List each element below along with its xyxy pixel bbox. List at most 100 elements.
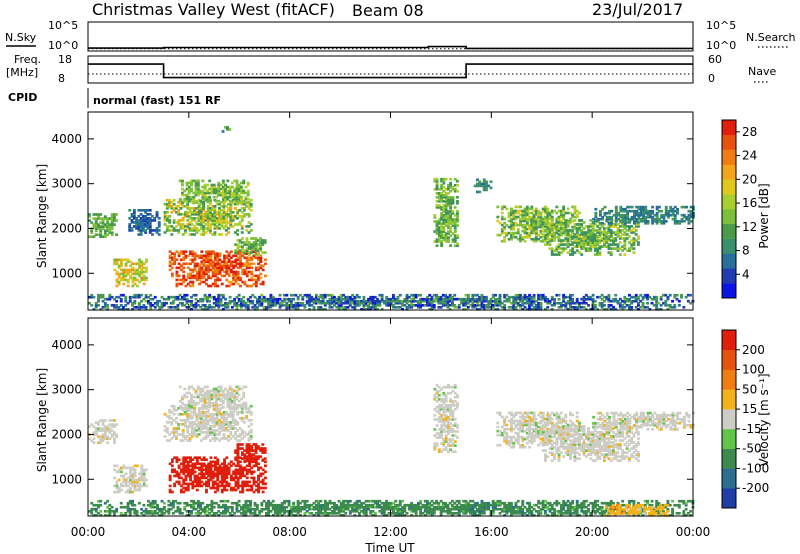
heatmap-cell: [206, 225, 210, 228]
heatmap-cell: [339, 301, 343, 305]
heatmap-cell: [206, 397, 209, 401]
heatmap-cell: [215, 297, 218, 301]
heatmap-cell: [148, 209, 152, 212]
heatmap-cell: [301, 295, 305, 299]
heatmap-cell: [184, 250, 188, 254]
heatmap-cell: [440, 230, 444, 233]
heatmap-cell: [211, 417, 215, 420]
heatmap-cell: [255, 308, 259, 311]
heatmap-cell: [203, 306, 207, 309]
heatmap-cell: [177, 262, 181, 266]
heatmap-cell: [653, 213, 657, 217]
heatmap-cell: [528, 293, 531, 297]
heatmap-cell: [224, 301, 227, 305]
heatmap-cell: [523, 239, 527, 243]
heatmap-cell: [202, 233, 206, 236]
heatmap-cell: [236, 482, 240, 486]
heatmap-cell: [195, 270, 199, 274]
heatmap-cell: [209, 217, 212, 220]
heatmap-cell: [447, 214, 450, 217]
heatmap-cell: [516, 231, 520, 235]
heatmap-cell: [191, 254, 195, 258]
heatmap-cell: [206, 199, 209, 203]
heatmap-cell: [218, 423, 221, 426]
heatmap-cell: [189, 458, 192, 462]
heatmap-cell: [559, 227, 563, 230]
heatmap-cell: [514, 231, 518, 235]
heatmap-cell: [525, 205, 529, 209]
heatmap-cell: [103, 301, 107, 305]
heatmap-cell: [110, 231, 114, 235]
heatmap-cell: [188, 425, 192, 428]
heatmap-cell: [220, 413, 224, 416]
heatmap-cell: [231, 417, 235, 420]
heatmap-cell: [115, 262, 119, 266]
heatmap-cell: [242, 395, 246, 399]
heatmap-cell: [191, 482, 195, 486]
heatmap-cell: [227, 435, 230, 438]
heatmap-cell: [664, 301, 668, 305]
heatmap-cell: [188, 433, 192, 436]
nave-tick-bottom: 0: [708, 72, 715, 85]
heatmap-cell: [496, 233, 500, 237]
heatmap-cell: [211, 219, 215, 222]
heatmap-cell: [553, 231, 556, 235]
heatmap-cell: [449, 226, 453, 229]
heatmap-cell: [243, 215, 246, 218]
heatmap-cell: [209, 211, 212, 214]
heatmap-cell: [201, 299, 205, 303]
heatmap-cell: [148, 213, 152, 216]
heatmap-cell: [546, 299, 550, 303]
heatmap-cell: [215, 401, 218, 405]
heatmap-cell: [209, 415, 212, 418]
heatmap-cell: [216, 462, 220, 466]
heatmap-cell: [155, 227, 159, 230]
heatmap-cell: [108, 227, 112, 231]
heatmap-cell: [199, 413, 203, 416]
heatmap-cell: [133, 464, 137, 468]
heatmap-cell: [201, 304, 205, 307]
heatmap-cell: [184, 464, 188, 468]
heatmap-cell: [241, 486, 245, 490]
heatmap-cell: [510, 225, 513, 229]
heatmap-cell: [120, 260, 123, 264]
heatmap-cell: [216, 468, 220, 472]
heatmap-cell: [192, 293, 196, 297]
heatmap-cell: [197, 423, 201, 426]
heatmap-cell: [553, 233, 556, 236]
heatmap-cell: [537, 217, 541, 221]
heatmap-cell: [190, 415, 194, 418]
heatmap-cell: [202, 421, 206, 424]
heatmap-cell: [187, 401, 191, 405]
heatmap-cell: [507, 231, 511, 235]
heatmap-cell: [241, 490, 245, 494]
heatmap-cell: [439, 301, 443, 305]
heatmap-cell: [435, 295, 438, 299]
heatmap-cell: [440, 218, 444, 221]
heatmap-cell: [108, 427, 112, 430]
heatmap-cell: [449, 220, 453, 223]
heatmap-cell: [208, 399, 212, 403]
heatmap-cell: [209, 419, 212, 422]
heatmap-cell: [195, 476, 199, 480]
heatmap-cell: [185, 297, 189, 301]
heatmap-cell: [171, 299, 175, 303]
heatmap-cell: [569, 308, 572, 311]
heatmap-cell: [637, 237, 640, 240]
heatmap-cell: [210, 395, 214, 399]
heatmap-cell: [113, 268, 117, 272]
heatmap-cell: [510, 306, 513, 309]
heatmap-cell: [208, 401, 212, 405]
heatmap-cell: [623, 239, 627, 242]
heatmap-cell: [226, 304, 230, 307]
heatmap-cell: [220, 268, 224, 272]
heatmap-cell: [172, 408, 176, 412]
heatmap-cell: [186, 482, 190, 486]
heatmap-cell: [195, 435, 199, 438]
heatmap-cell: [218, 468, 222, 472]
heatmap-cell: [229, 223, 233, 226]
heatmap-cell: [158, 306, 162, 309]
heatmap-cell: [559, 213, 563, 217]
heatmap-cell: [197, 219, 201, 222]
